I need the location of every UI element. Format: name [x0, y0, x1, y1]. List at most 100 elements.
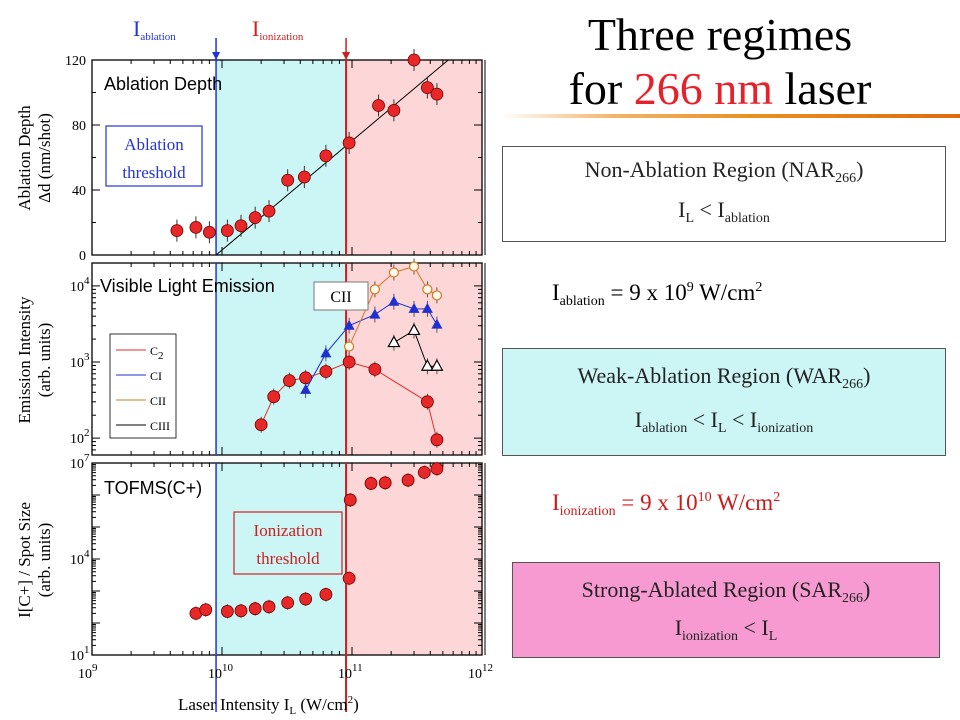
ablation-threshold-line2: threshold: [122, 163, 186, 182]
sar-condition: Iionization < IL: [674, 615, 778, 644]
legend-label-1: CI: [150, 369, 162, 383]
emission-point-1: [388, 295, 400, 306]
depth-point: [220, 224, 234, 238]
tofms-point: [199, 603, 213, 617]
emission-point-1: [343, 319, 355, 330]
tofms-point: [430, 462, 444, 476]
y-tick-label: 120: [65, 54, 86, 69]
tofms-point: [248, 602, 262, 616]
y-title-tofms-line-0: I[C+] / Spot Size: [15, 502, 34, 618]
depth-point: [262, 204, 276, 218]
tofms-point: [262, 600, 276, 614]
emission-point-3: [407, 323, 421, 336]
ablation-marker-label: Iablation: [133, 16, 176, 43]
war-title: Weak-Ablation Region (WAR266): [577, 363, 871, 392]
ionization-marker-label: Iionization: [252, 16, 304, 43]
legend-label-3: CIII: [150, 419, 170, 433]
depth-point: [430, 87, 444, 101]
tofms-point: [364, 477, 378, 490]
depth-point: [234, 219, 248, 233]
sar-box: Strong-Ablated Region (SAR266) Iionizati…: [512, 562, 940, 658]
tofms-point: [319, 588, 333, 601]
depth-point: [189, 220, 203, 234]
emission-legend-box: [109, 333, 177, 439]
emission-point-2: [431, 290, 443, 301]
x-tick-label: 1010: [208, 662, 234, 682]
y-tick-label: 0: [79, 249, 86, 264]
ionization-threshold-line2: threshold: [256, 549, 320, 568]
y-tick-label: 101: [70, 644, 90, 664]
sar-region-0: [346, 60, 482, 255]
emission-point-2: [388, 267, 399, 278]
y-tick-label: 107: [70, 452, 90, 472]
y-title-depth: Ablation Depth Δd (nm/shot): [15, 105, 54, 211]
tofms-point: [342, 571, 356, 585]
y-tick-label: 104: [70, 275, 90, 295]
x-tick-label: 109: [78, 662, 98, 682]
emission-point-2: [422, 284, 433, 295]
emission-point-0: [342, 355, 356, 369]
depth-point: [342, 136, 356, 150]
emission-point-3: [420, 358, 434, 371]
ionization-threshold-value: Iionization = 9 x 1010 W/cm2: [552, 490, 781, 519]
title-line-2: for 266 nm laser: [568, 63, 872, 114]
depth-point: [281, 173, 295, 187]
emission-point-0: [430, 433, 444, 447]
ablation-threshold-line1: Ablation: [124, 135, 184, 154]
tofms-point: [234, 604, 248, 618]
cii-tag-label: CII: [330, 289, 351, 306]
tofms-point: [343, 493, 357, 507]
emission-point-0: [283, 374, 296, 387]
emission-point-2: [344, 341, 355, 352]
depth-point: [203, 225, 216, 239]
y-title-tofms: I[C+] / Spot Size (arb. units): [15, 502, 54, 618]
y-title-emission-line-0: Emission Intensity: [15, 296, 34, 424]
chart-figure: 0 40 80 120 102 103 104 101 104 107 Iablation Iioni…: [15, 16, 493, 717]
emission-point-0: [267, 390, 281, 404]
y-tick-label: 104: [70, 548, 90, 568]
cii-tag-box: [313, 281, 369, 311]
emission-point-1: [369, 308, 381, 319]
emission-point-2: [369, 284, 380, 295]
tofms-point: [281, 596, 295, 610]
depth-point: [420, 81, 434, 95]
war-region-2: [216, 463, 347, 655]
y-title-tofms-line-1: (arb. units): [35, 523, 54, 598]
emission-point-0: [368, 362, 382, 376]
tofms-point: [401, 473, 415, 487]
y-tick-label: 40: [72, 184, 86, 199]
y-tick-label: 80: [72, 119, 86, 134]
depth-point: [372, 99, 385, 112]
sar-region-2: [346, 463, 482, 655]
emission-point-3: [387, 335, 401, 348]
y-title-emission-line-1: (arb. units): [35, 323, 54, 398]
emission-point-0: [319, 365, 333, 378]
panel-label-depth: Ablation Depth: [104, 74, 222, 94]
tofms-point: [220, 605, 234, 618]
depth-point: [387, 103, 401, 117]
emission-point-1: [421, 302, 433, 313]
x-tick-label: 1011: [338, 662, 363, 682]
panel-label-tofms: TOFMS(C+): [104, 478, 202, 498]
y-tick-label: 102: [70, 427, 90, 447]
emission-point-0: [420, 395, 434, 409]
depth-point: [248, 211, 262, 225]
emission-point-0: [254, 418, 268, 432]
emission-point-3: [430, 358, 444, 371]
depth-point: [297, 170, 311, 184]
panel-frame-1: [91, 262, 483, 456]
emission-point-2: [408, 261, 420, 272]
y-title-depth-line-1: Δd (nm/shot): [35, 113, 54, 203]
x-axis-title: Laser Intensity IL (W/cm2): [178, 694, 359, 717]
depth-point: [319, 149, 333, 163]
sar-region-1: [346, 263, 482, 455]
emission-point-1: [320, 347, 332, 358]
y-title-emission: Emission Intensity (arb. units): [15, 296, 54, 424]
tofms-point: [378, 476, 392, 490]
y-title-depth-line-0: Ablation Depth: [15, 105, 34, 211]
legend-label-0: C2: [150, 344, 164, 362]
nar-box: Non-Ablation Region (NAR266) IL < Iablat…: [502, 146, 946, 242]
emission-point-1: [300, 383, 312, 394]
tofms-point: [417, 465, 431, 479]
title-line-1: Three regimes: [587, 9, 853, 60]
